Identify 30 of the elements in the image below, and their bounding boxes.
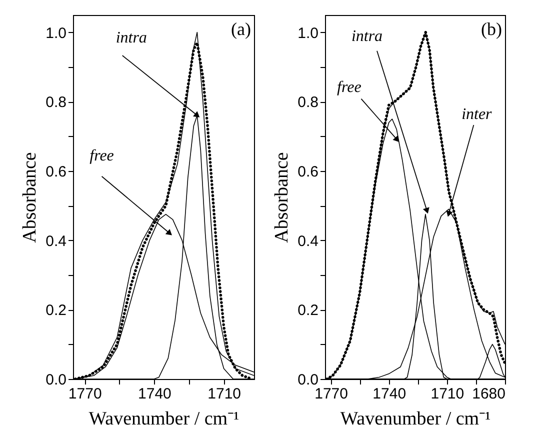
y-tick-label: 0.4 (298, 232, 318, 250)
y-tick-label: 0.4 (46, 232, 66, 250)
annotation: intra (116, 30, 147, 47)
x-tick-label: 1740 (372, 386, 406, 402)
annotation: intra (351, 28, 383, 45)
x-tick-label: 1710 (208, 386, 242, 402)
y-tick-label: 0.8 (46, 94, 66, 112)
x-tick-label: 1740 (138, 386, 172, 402)
y-axis-title: Absorbance (272, 152, 293, 243)
annotation: (a) (231, 19, 251, 39)
y-tick-label: 1.0 (298, 24, 318, 42)
x-tick-label: 1680 (472, 386, 506, 402)
y-tick-label: 0.8 (298, 94, 318, 112)
x-tick-label: 1770 (68, 386, 102, 402)
annotation: free (90, 147, 114, 164)
x-tick-label: 1710 (430, 386, 464, 402)
y-tick-label: 0.0 (298, 372, 318, 388)
y-tick-label: 0.6 (298, 164, 318, 180)
annotation: free (337, 78, 362, 96)
x-axis-title: Wavenumber / cm⁻¹ (340, 408, 492, 430)
annotation: (b) (481, 19, 502, 39)
y-tick-label: 0.2 (298, 302, 318, 320)
y-tick-label: 0.2 (46, 302, 66, 320)
y-tick-label: 1.0 (46, 24, 66, 42)
x-tick-label: 1770 (314, 386, 348, 402)
annotation: inter (462, 106, 493, 123)
y-tick-label: 0.6 (46, 164, 66, 180)
y-tick-label: 0.0 (46, 372, 66, 388)
x-axis-title: Wavenumber / cm⁻¹ (88, 408, 240, 430)
y-axis-title: Absorbance (20, 152, 41, 243)
